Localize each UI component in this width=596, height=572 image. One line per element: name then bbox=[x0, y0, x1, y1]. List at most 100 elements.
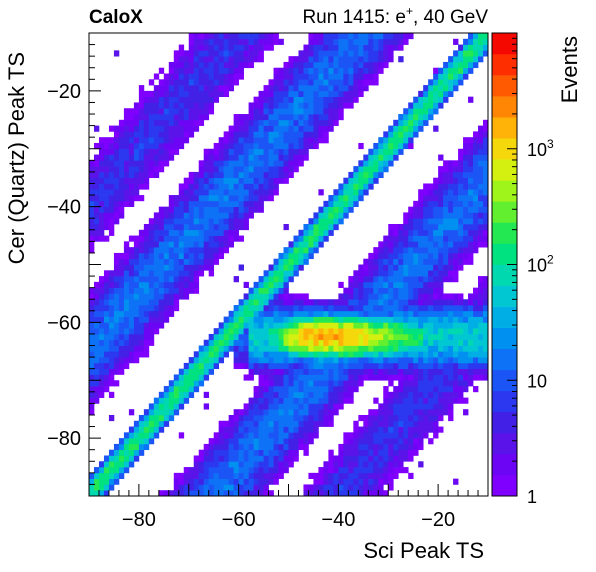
heatmap-cell bbox=[89, 357, 95, 364]
heatmap-cell bbox=[423, 328, 429, 335]
heatmap-cell bbox=[89, 403, 95, 410]
heatmap-cell bbox=[213, 467, 220, 474]
heatmap-cell bbox=[483, 142, 489, 150]
heatmap-cell bbox=[388, 142, 394, 150]
heatmap-cell bbox=[268, 357, 274, 364]
heatmap-cell bbox=[318, 409, 324, 416]
heatmap-cell bbox=[418, 299, 424, 306]
heatmap-cell bbox=[423, 206, 429, 213]
heatmap-cell bbox=[258, 333, 264, 341]
heatmap-cell bbox=[348, 177, 354, 184]
heatmap-cell bbox=[298, 403, 304, 410]
heatmap-cell bbox=[173, 472, 180, 479]
heatmap-cell bbox=[368, 166, 374, 173]
heatmap-cell bbox=[323, 131, 329, 138]
heatmap-cell bbox=[468, 374, 474, 381]
heatmap-cell bbox=[448, 345, 454, 352]
heatmap-cell bbox=[453, 386, 459, 393]
heatmap-cell bbox=[468, 67, 474, 74]
heatmap-cell bbox=[373, 409, 379, 416]
heatmap-cell bbox=[233, 414, 239, 422]
heatmap-cell bbox=[238, 490, 244, 497]
heatmap-cell bbox=[293, 235, 299, 242]
heatmap-cell bbox=[318, 490, 324, 497]
heatmap-cell bbox=[218, 195, 225, 202]
heatmap-cell bbox=[298, 154, 304, 161]
heatmap-cell bbox=[473, 235, 479, 242]
heatmap-cell bbox=[133, 345, 140, 352]
heatmap-cell bbox=[258, 276, 264, 283]
heatmap-cell bbox=[373, 67, 379, 74]
heatmap-cell bbox=[328, 420, 334, 427]
heatmap-cell bbox=[338, 73, 344, 80]
heatmap-cell bbox=[303, 333, 309, 341]
heatmap-cell bbox=[208, 56, 215, 63]
heatmap-cell bbox=[178, 73, 185, 80]
heatmap-cell bbox=[133, 449, 140, 456]
heatmap-cell bbox=[218, 443, 225, 451]
heatmap-cell bbox=[223, 218, 229, 225]
heatmap-cell bbox=[258, 125, 264, 132]
heatmap-cell bbox=[338, 218, 344, 225]
heatmap-cell bbox=[368, 449, 374, 456]
heatmap-cell bbox=[113, 380, 120, 387]
heatmap-cell bbox=[373, 368, 379, 375]
heatmap-cell bbox=[378, 490, 384, 497]
heatmap-cell bbox=[383, 478, 389, 485]
heatmap-cell bbox=[463, 328, 469, 335]
heatmap-cell bbox=[273, 166, 279, 173]
heatmap-cell bbox=[398, 119, 404, 126]
heatmap-cell bbox=[338, 293, 344, 300]
heatmap-cell bbox=[89, 484, 95, 491]
heatmap-cell bbox=[348, 102, 354, 109]
heatmap-cell bbox=[333, 333, 339, 341]
heatmap-cell bbox=[158, 391, 165, 398]
heatmap-cell bbox=[253, 131, 259, 138]
heatmap-cell bbox=[358, 85, 364, 92]
heatmap-cell bbox=[153, 409, 160, 416]
heatmap-cell bbox=[113, 142, 120, 150]
x-axis: −80 −60 −40 −20 bbox=[88, 484, 489, 531]
heatmap-cell bbox=[423, 183, 429, 190]
heatmap-cell bbox=[468, 218, 474, 225]
heatmap-cell bbox=[463, 339, 469, 346]
heatmap-cell bbox=[483, 339, 489, 346]
heatmap-cell bbox=[303, 223, 309, 231]
heatmap-cell bbox=[123, 183, 130, 190]
heatmap-cell bbox=[223, 229, 229, 236]
heatmap-cell bbox=[433, 386, 439, 393]
heatmap-cell bbox=[423, 264, 429, 271]
heatmap-cell bbox=[433, 293, 439, 300]
heatmap-cell bbox=[433, 189, 439, 196]
heatmap-cell bbox=[438, 195, 444, 202]
heatmap-cell bbox=[168, 293, 175, 300]
heatmap-cell bbox=[173, 305, 180, 312]
heatmap-cell bbox=[408, 114, 414, 121]
heatmap-cell bbox=[363, 299, 369, 306]
heatmap-cell bbox=[268, 264, 274, 271]
heatmap-cell bbox=[133, 438, 140, 445]
heatmap-cell bbox=[308, 33, 314, 40]
heatmap-cell bbox=[233, 345, 239, 352]
heatmap-cell bbox=[348, 85, 354, 92]
heatmap-cell bbox=[123, 357, 130, 364]
heatmap-cell bbox=[103, 218, 110, 225]
heatmap-cell bbox=[323, 322, 329, 329]
heatmap-cell bbox=[403, 351, 409, 358]
heatmap-cell bbox=[443, 293, 449, 300]
heatmap-cell bbox=[183, 195, 190, 202]
heatmap-cell bbox=[133, 420, 140, 427]
heatmap-cell bbox=[153, 316, 160, 323]
heatmap-cell bbox=[148, 79, 155, 86]
heatmap-cell bbox=[333, 467, 339, 474]
heatmap-cell bbox=[263, 287, 269, 294]
heatmap-cell bbox=[298, 357, 304, 364]
heatmap-cell bbox=[268, 467, 274, 474]
heatmap-cell bbox=[278, 414, 284, 422]
heatmap-cell bbox=[298, 252, 304, 260]
heatmap-cell bbox=[328, 102, 334, 109]
heatmap-cell bbox=[283, 171, 289, 179]
heatmap-cell bbox=[438, 96, 444, 103]
heatmap-cell bbox=[98, 183, 105, 190]
heatmap-cell bbox=[138, 235, 145, 242]
